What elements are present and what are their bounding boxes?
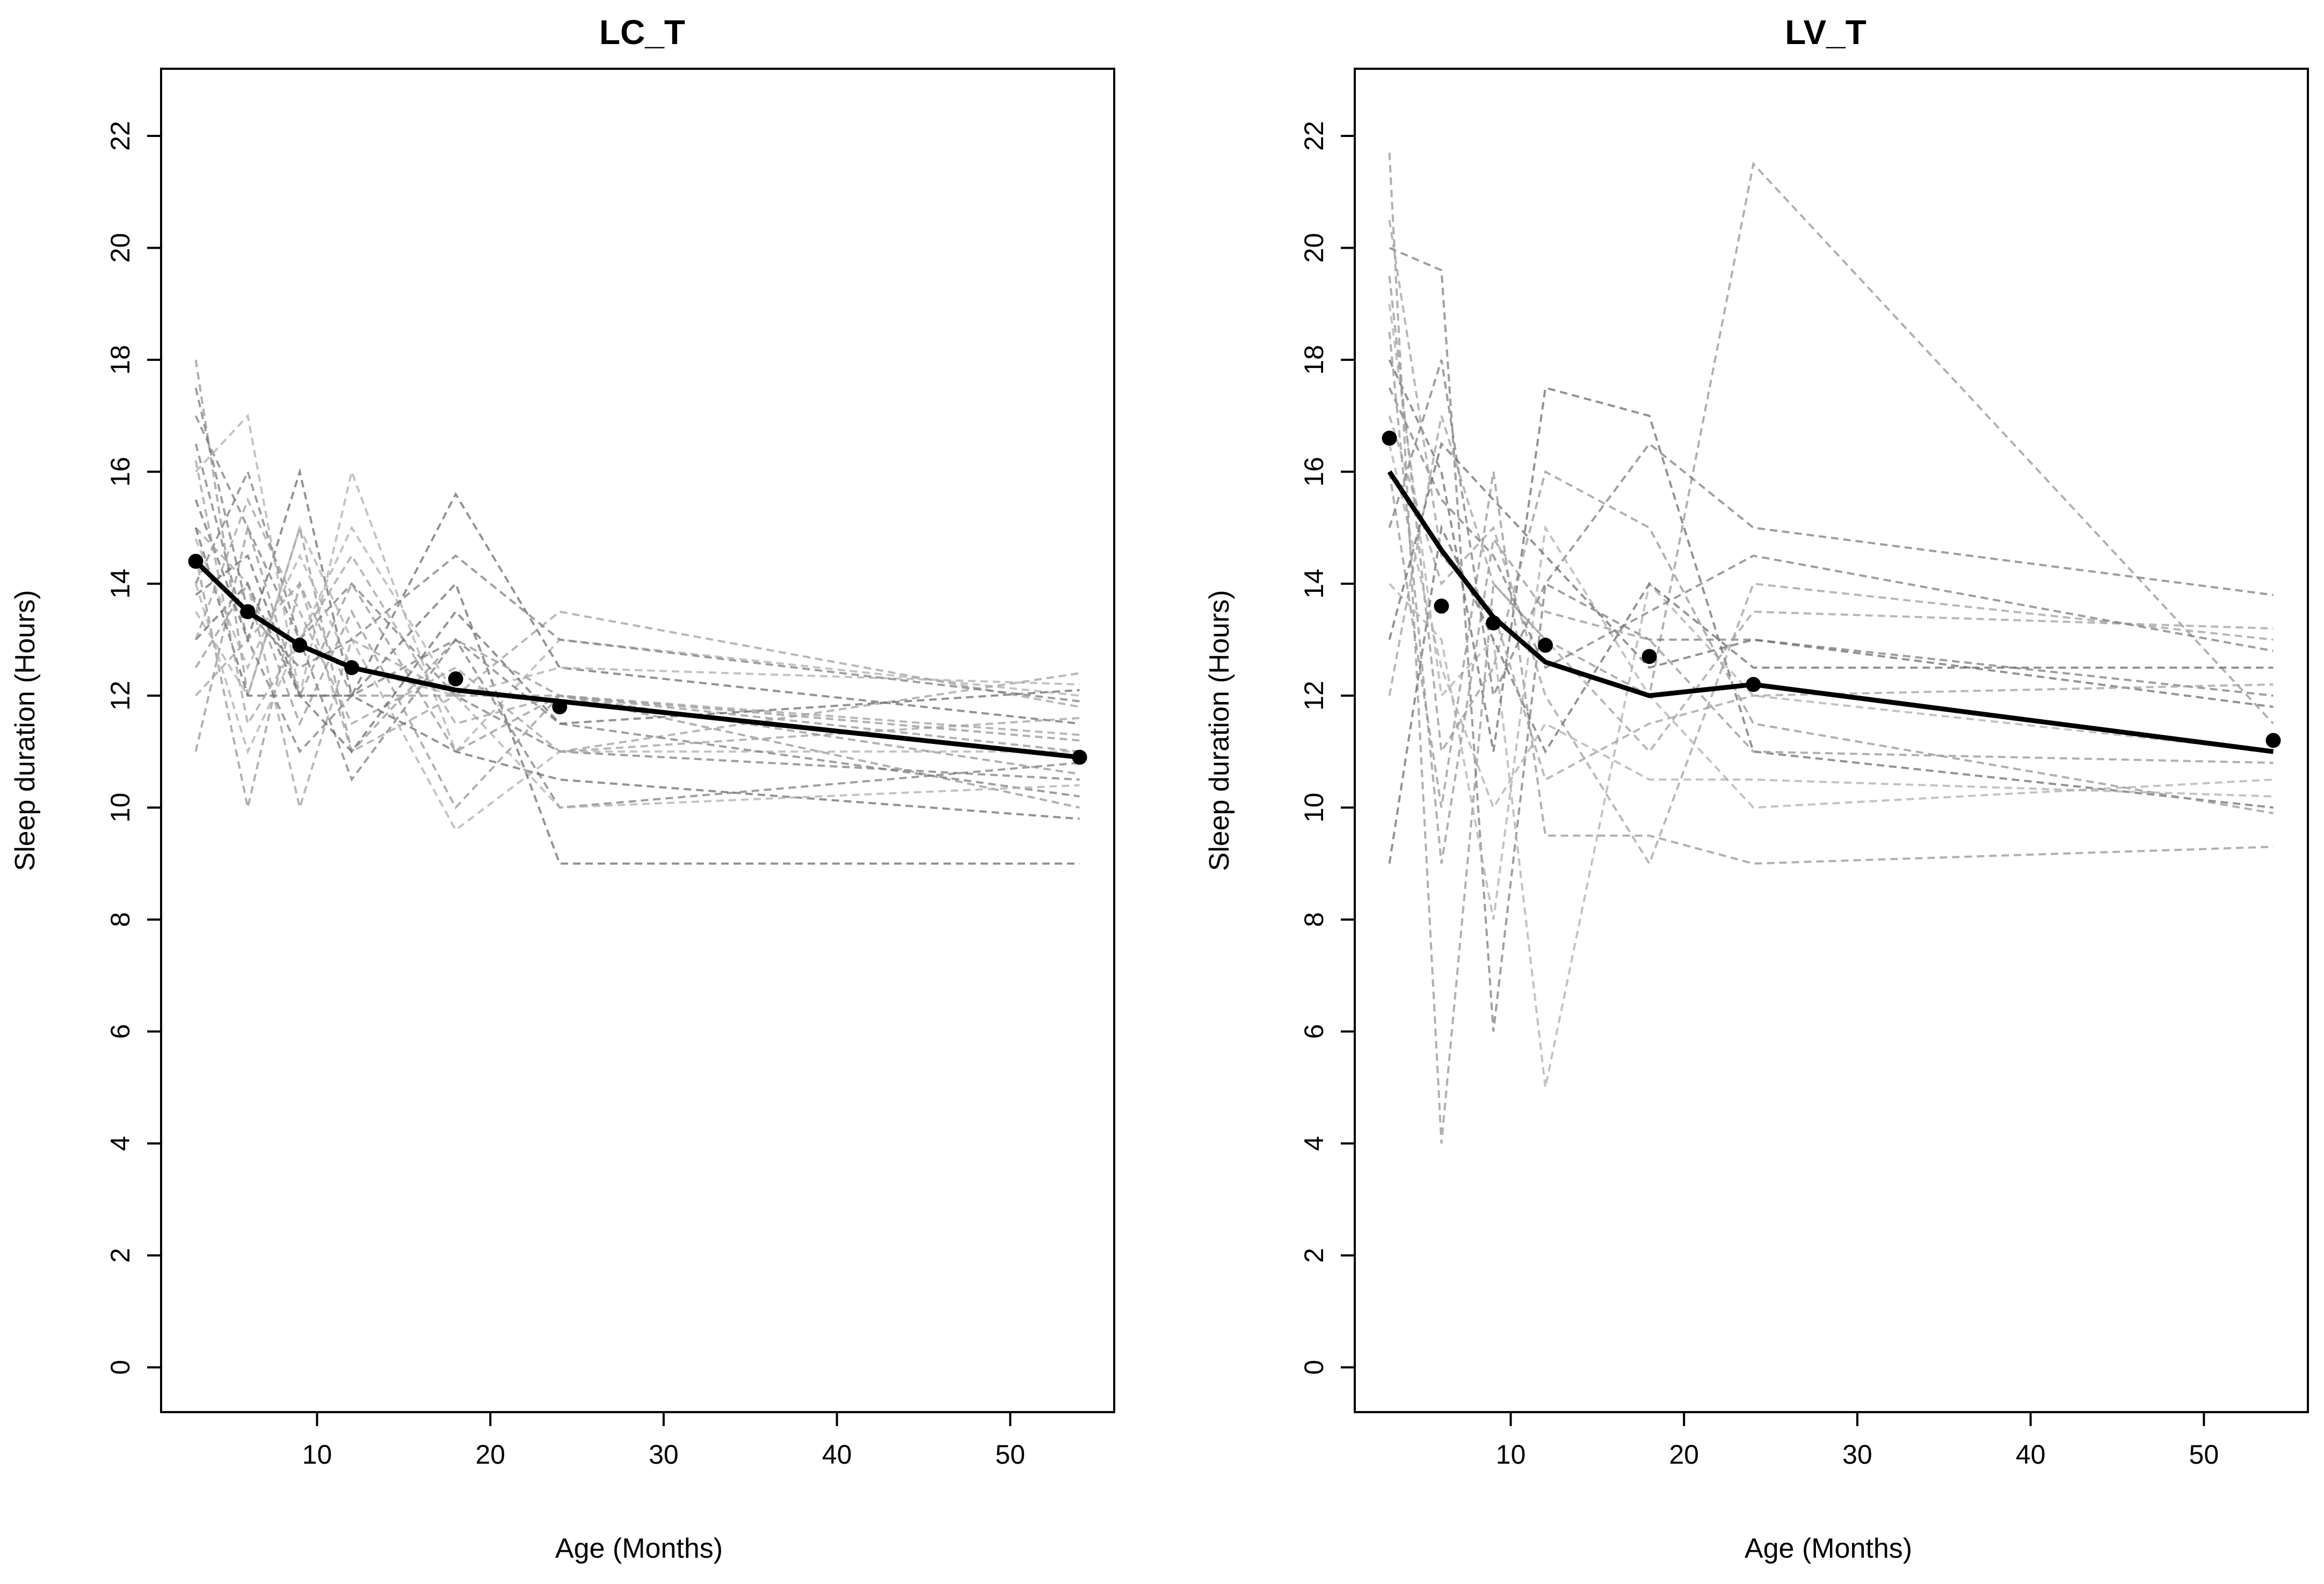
y-tick-label: 18 (105, 345, 135, 375)
y-tick-label: 10 (105, 793, 135, 823)
mean-point (292, 638, 308, 653)
x-tick-label: 10 (302, 1440, 332, 1470)
individual-trajectory-line (1389, 247, 2274, 1032)
individual-trajectory-line (194, 460, 1080, 736)
individual-trajectories-layer (1388, 153, 2274, 1144)
mean-point (188, 554, 204, 569)
x-tick-label: 30 (649, 1440, 679, 1470)
individual-trajectory-line (1388, 524, 2274, 864)
y-tick-label: 0 (1299, 1360, 1329, 1375)
y-tick-label: 4 (105, 1136, 135, 1151)
x-tick-label: 50 (2189, 1440, 2219, 1470)
individual-trajectory-line (194, 497, 1080, 753)
individual-trajectory-line (1388, 359, 2274, 699)
x-axis: 10 20 30 40 50 (1496, 1412, 2219, 1470)
mean-point (552, 699, 568, 714)
y-tick-label: 14 (1299, 569, 1329, 599)
y-tick-label: 6 (105, 1024, 135, 1039)
y-tick-label: 2 (105, 1248, 135, 1263)
x-tick-label: 50 (996, 1440, 1026, 1470)
mean-point (1072, 749, 1087, 765)
individual-trajectory-line (1388, 359, 2274, 809)
y-tick-label: 16 (105, 457, 135, 487)
x-axis-label: Age (Months) (1745, 1533, 1912, 1564)
individual-trajectory-line (194, 443, 1080, 798)
individual-trajectory-line (194, 359, 1080, 754)
y-axis: 0 2 4 6 8 10 12 14 16 18 20 22 (105, 121, 161, 1375)
x-tick-label: 40 (822, 1440, 852, 1470)
mean-point (1382, 430, 1397, 446)
individual-trajectory-line (195, 554, 1080, 754)
plot-frame (1354, 68, 2309, 1413)
x-axis-label: Age (Months) (555, 1533, 723, 1564)
chart-title: LC_T (599, 13, 685, 52)
y-tick-label: 12 (1299, 681, 1329, 711)
individual-trajectory-line (1388, 276, 2274, 814)
mean-point (344, 660, 359, 675)
x-axis: 10 20 30 40 50 (302, 1412, 1026, 1470)
y-tick-label: 20 (1299, 233, 1329, 263)
y-tick-label: 2 (1299, 1248, 1329, 1263)
y-tick-label: 22 (105, 121, 135, 151)
mean-point (1746, 677, 1761, 692)
y-tick-label: 4 (1299, 1136, 1329, 1151)
individual-trajectory-line (1388, 442, 2274, 708)
y-tick-label: 18 (1299, 345, 1329, 375)
y-tick-label: 6 (1299, 1024, 1329, 1039)
chart-title: LV_T (1785, 13, 1867, 52)
mean-point (240, 604, 256, 619)
individual-trajectory-line (195, 527, 1080, 812)
individual-trajectory-line (1388, 220, 2274, 782)
y-tick-label: 16 (1299, 457, 1329, 487)
x-tick-label: 40 (2016, 1440, 2046, 1470)
mean-point (1486, 615, 1501, 631)
mean-trajectory-layer (1382, 430, 2281, 754)
mean-point (2265, 733, 2281, 748)
individual-trajectory-line (1388, 415, 2274, 866)
x-tick-label: 20 (1669, 1440, 1699, 1470)
individual-trajectory-line (194, 415, 1080, 781)
individual-trajectory-line (1389, 524, 2274, 920)
y-axis: 0 2 4 6 8 10 12 14 16 18 20 22 (1299, 121, 1355, 1375)
mean-point (1434, 598, 1449, 614)
y-tick-label: 12 (105, 681, 135, 711)
y-tick-label: 8 (1299, 912, 1329, 927)
individual-trajectory-line (194, 527, 1080, 820)
y-axis-label: Sleep duration (Hours) (1204, 590, 1235, 871)
mean-point (1642, 649, 1657, 664)
y-tick-label: 14 (105, 569, 135, 599)
x-tick-label: 30 (1842, 1440, 1872, 1470)
individual-trajectory-line (1388, 471, 2274, 865)
y-tick-label: 8 (105, 912, 135, 927)
individual-trajectory-line (194, 467, 1080, 725)
y-axis-label: Sleep duration (Hours) (10, 590, 41, 871)
x-tick-label: 20 (475, 1440, 505, 1470)
individual-trajectory-line (1388, 153, 2274, 1144)
mean-trajectory-layer (188, 554, 1087, 765)
individual-trajectory-line (1388, 443, 2274, 811)
individual-trajectory-line (1388, 387, 2274, 669)
y-tick-label: 0 (105, 1360, 135, 1375)
y-tick-label: 10 (1299, 793, 1329, 823)
y-tick-label: 22 (1299, 121, 1329, 151)
y-tick-label: 20 (105, 233, 135, 263)
individual-trajectories-layer (194, 359, 1080, 865)
individual-trajectory-line (195, 413, 1080, 754)
individual-trajectory-line (194, 525, 1080, 755)
individual-trajectory-line (1388, 331, 2274, 864)
chart-panel-lc-t: LC_T 10 20 30 40 50 0 2 4 6 8 10 12 14 16 18 20 22 Age … (10, 13, 1115, 1564)
x-tick-label: 10 (1496, 1440, 1526, 1470)
chart-panel-lv-t: LV_T 10 20 30 40 50 0 2 4 6 8 10 12 14 16 18 20 22 Age … (1204, 13, 2309, 1564)
plot-frame (160, 68, 1115, 1413)
mean-point (448, 671, 463, 686)
individual-trajectory-line (194, 468, 1080, 809)
mean-point (1538, 638, 1553, 653)
